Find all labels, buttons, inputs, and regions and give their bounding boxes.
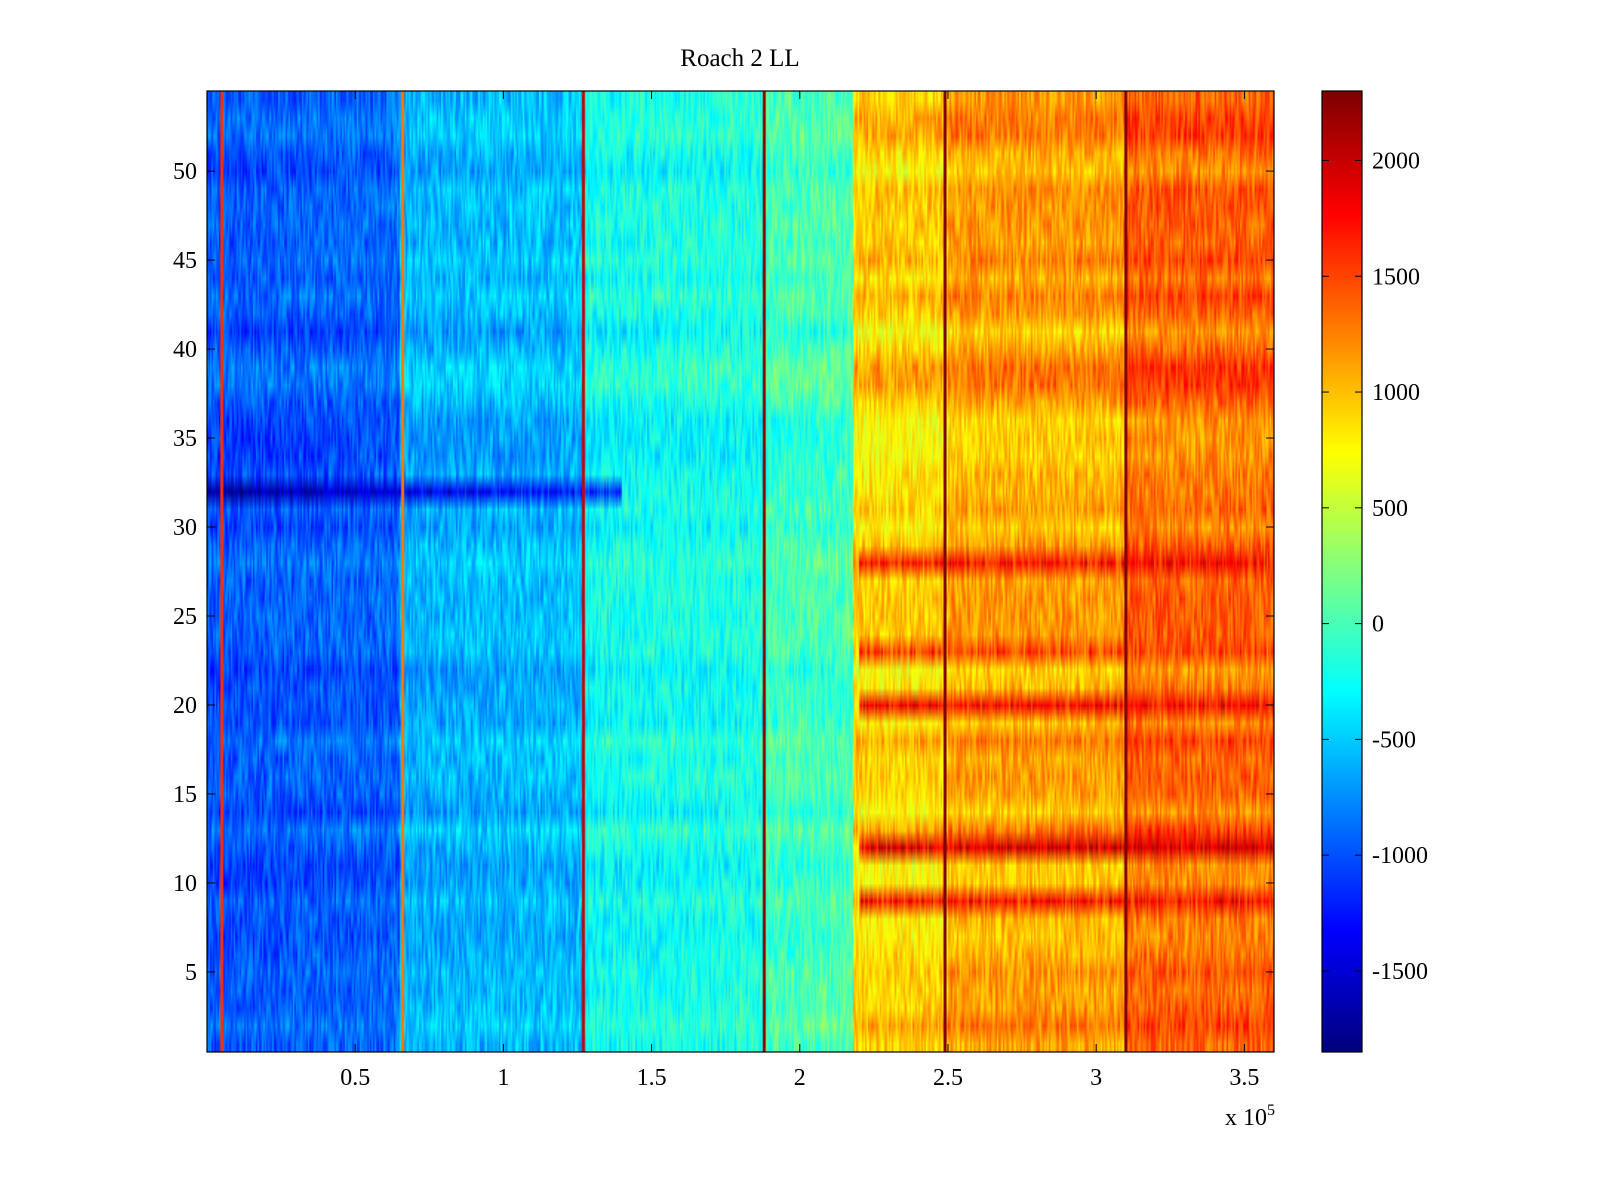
colorbar: -1500 -1000 -500 0 500 1000 1500 2000 [1321, 90, 1428, 1053]
chart-title: Roach 2 LL [680, 45, 799, 72]
y-tick-label: 35 [173, 426, 197, 452]
heatmap-plot-area [206, 90, 1275, 1053]
colorbar-tick-label: 1000 [1372, 380, 1420, 406]
heatmap-image [207, 91, 1274, 1052]
colorbar-frame [1321, 90, 1363, 1053]
y-tick-label: 5 [185, 960, 197, 986]
x-axis-exponent-base: x 10 [1225, 1105, 1267, 1131]
colorbar-tick-label: -1000 [1372, 843, 1428, 869]
y-tick-label: 40 [173, 337, 197, 363]
x-tick-label: 3 [1090, 1065, 1102, 1091]
plot-frame [206, 90, 1275, 1053]
x-tick-label: 2 [794, 1065, 806, 1091]
y-tick-label: 30 [173, 515, 197, 541]
x-axis-exponent-power: 5 [1267, 1102, 1275, 1119]
colorbar-tick-label: -1500 [1372, 959, 1428, 985]
x-tick-label: 1 [497, 1065, 509, 1091]
y-tick-label: 20 [173, 693, 197, 719]
y-tick-label: 50 [173, 159, 197, 185]
y-tick-label: 10 [173, 871, 197, 897]
x-tick-label: 0.5 [340, 1065, 370, 1091]
y-tick-label: 15 [173, 782, 197, 808]
colorbar-gradient [1322, 91, 1362, 1052]
colorbar-tick-label: -500 [1372, 727, 1416, 753]
x-axis-exponent: x 105 [1225, 1102, 1275, 1131]
y-tick-label: 45 [173, 248, 197, 274]
y-tick-label: 25 [173, 604, 197, 630]
x-tick-label: 3.5 [1229, 1065, 1259, 1091]
colorbar-tick-label: 500 [1372, 496, 1408, 522]
x-tick-label: 1.5 [637, 1065, 667, 1091]
colorbar-ticks: -1500 -1000 -500 0 500 1000 1500 2000 [1322, 148, 1428, 985]
colorbar-tick-label: 2000 [1372, 148, 1420, 174]
x-axis: 0.5 1 1.5 2 2.5 3 3.5 [340, 91, 1259, 1091]
colorbar-tick-label: 0 [1372, 612, 1384, 638]
y-axis: 5 10 15 20 25 30 35 40 45 50 [173, 159, 1274, 986]
colorbar-tick-label: 1500 [1372, 264, 1420, 290]
x-tick-label: 2.5 [933, 1065, 963, 1091]
